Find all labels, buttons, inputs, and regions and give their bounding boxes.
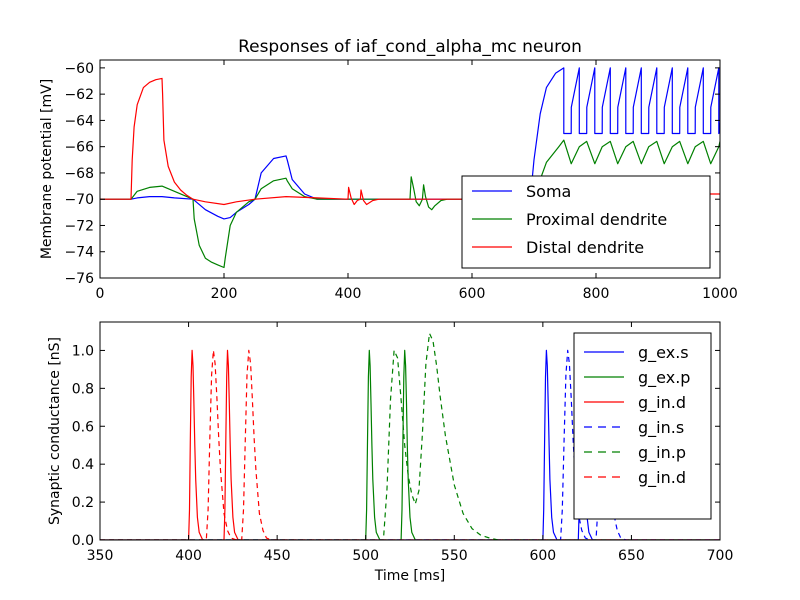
y-tick-label: 0.6 [72, 419, 94, 435]
x-tick-label: 1000 [702, 286, 738, 302]
membrane-potential-panel: Responses of iaf_cond_alpha_mc neuron Me… [39, 37, 738, 302]
x-tick-label: 700 [707, 548, 734, 564]
x-tick-label: 400 [335, 286, 362, 302]
x-tick-label: 0 [96, 286, 105, 302]
synaptic-conductance-panel: Synaptic conductance [nS] Time [ms] 350 4… [47, 321, 734, 584]
series-line-soma [100, 67, 720, 220]
axis-ticks: 0 200 400 600 800 1000 −76 −74 −72 −70 −68 −66 −64 −6… [64, 60, 738, 302]
plot-frame [99, 321, 721, 541]
legend-box [573, 332, 712, 520]
legend-label: g_in.p [638, 443, 686, 463]
legend-label: Distal dendrite [526, 238, 644, 257]
x-tick-label: 600 [459, 286, 486, 302]
legend-label: g_ex.s [638, 343, 689, 363]
axis-ticks: 350 400 450 500 550 600 650 700 0.0 0.2 0.4 0.6 0.8 1… [72, 322, 734, 564]
y-tick-label: 0.8 [72, 381, 94, 397]
legend: Soma Proximal dendrite Distal dendrite [461, 175, 711, 269]
x-tick-label: 600 [529, 548, 556, 564]
legend-label: Soma [526, 182, 571, 201]
x-tick-label: 500 [352, 548, 379, 564]
y-tick-label: 0.4 [72, 457, 94, 473]
x-tick-label: 400 [175, 548, 202, 564]
y-tick-label: −60 [64, 61, 94, 77]
y-tick-label: −64 [64, 113, 94, 129]
legend: g_ex.s g_ex.p g_in.d g_in.s g_in.p g_in.d [573, 332, 712, 520]
x-tick-label: 800 [583, 286, 610, 302]
series-line-proximal-dendrite [100, 139, 720, 269]
y-axis-label: Synaptic conductance [nS] [47, 337, 63, 525]
x-tick-label: 650 [618, 548, 645, 564]
y-tick-label: −72 [64, 218, 94, 234]
y-tick-label: −66 [64, 140, 94, 156]
y-tick-label: 1.0 [72, 343, 94, 359]
y-tick-label: −74 [64, 245, 94, 261]
series-line-g-in-d-solid [100, 349, 720, 540]
plot-frame [99, 59, 721, 279]
y-tick-label: 0.0 [72, 533, 94, 549]
y-axis-label: Membrane potential [mV] [39, 79, 55, 259]
legend-label: g_in.s [638, 418, 684, 438]
series-line-g-in-d-dashed [100, 349, 720, 540]
chart-title: Responses of iaf_cond_alpha_mc neuron [238, 37, 582, 57]
y-tick-label: −68 [64, 166, 94, 182]
legend-label: g_in.d [638, 393, 686, 413]
y-tick-label: −70 [64, 192, 94, 208]
y-tick-label: −76 [64, 271, 94, 287]
series-line-g-in-p-dashed [100, 332, 720, 540]
x-tick-label: 450 [264, 548, 291, 564]
x-tick-label: 350 [87, 548, 114, 564]
y-tick-label: −62 [64, 87, 94, 103]
x-tick-label: 200 [211, 286, 238, 302]
y-tick-label: 0.2 [72, 495, 94, 511]
x-axis-label: Time [ms] [374, 568, 446, 584]
legend-label: g_ex.p [638, 368, 690, 388]
legend-label: Proximal dendrite [526, 210, 667, 229]
x-tick-label: 550 [441, 548, 468, 564]
legend-label: g_in.d [638, 468, 686, 488]
